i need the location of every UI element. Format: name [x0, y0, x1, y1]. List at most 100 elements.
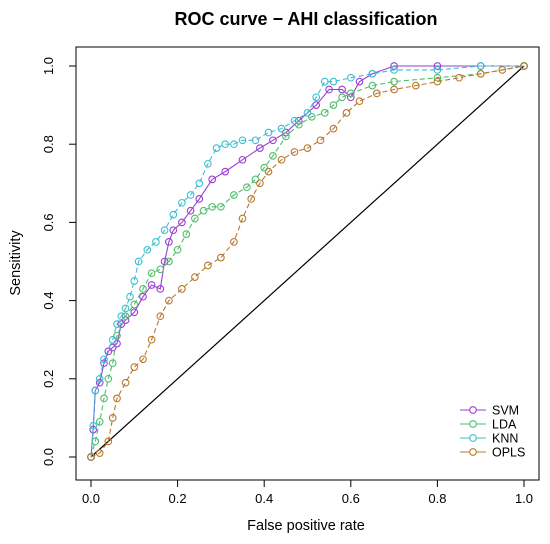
data-point: [372, 89, 381, 98]
legend-label: OPLS: [492, 446, 525, 460]
data-point: [169, 226, 178, 235]
data-point: [108, 414, 117, 422]
data-point: [165, 238, 173, 246]
data-point: [147, 281, 156, 289]
data-point: [117, 320, 126, 328]
data-point: [230, 140, 238, 149]
x-tick-label: 0.6: [342, 491, 360, 506]
data-point: [108, 359, 117, 368]
data-point: [455, 73, 463, 82]
data-point: [160, 226, 169, 235]
diagonal-reference-line: [90, 65, 525, 458]
x-tick-label: 0.8: [428, 491, 446, 506]
data-point: [199, 206, 208, 215]
data-point: [104, 437, 113, 446]
data-point: [251, 136, 260, 145]
data-point: [346, 89, 355, 98]
series-line: [90, 65, 524, 458]
data-point: [390, 62, 398, 70]
data-point: [303, 109, 312, 117]
legend-item: SVM: [460, 404, 519, 418]
data-point: [433, 77, 442, 86]
data-point: [269, 136, 277, 145]
data-point: [312, 93, 321, 102]
data-point: [338, 93, 346, 102]
data-point: [143, 245, 152, 254]
data-point: [256, 179, 264, 188]
data-point: [178, 198, 186, 207]
data-point: [221, 167, 230, 176]
data-point: [243, 183, 251, 192]
y-tick-label: 1.0: [41, 57, 56, 75]
x-tick-label: 1.0: [515, 491, 533, 506]
y-tick-label: 0.8: [41, 135, 56, 153]
data-point: [121, 304, 130, 313]
data-point: [217, 253, 225, 262]
y-axis-label: Sensitivity: [8, 230, 24, 296]
data-point: [338, 85, 346, 94]
x-axis: 0.0 0.2 0.4 0.6 0.8 1.0: [82, 479, 533, 506]
data-point: [230, 238, 238, 246]
data-point: [195, 195, 204, 203]
data-point: [355, 97, 364, 106]
data-point: [390, 77, 398, 86]
data-point: [186, 191, 195, 199]
series-opls: [87, 62, 528, 461]
data-point: [312, 101, 321, 109]
data-point: [100, 355, 108, 364]
data-point: [89, 421, 98, 430]
data-point: [165, 296, 173, 305]
data-point: [91, 386, 100, 395]
data-point: [346, 73, 355, 82]
data-point: [230, 191, 238, 199]
data-point: [277, 155, 286, 164]
data-point: [355, 77, 364, 86]
data-point: [156, 265, 165, 274]
data-point: [134, 257, 143, 266]
data-point: [238, 155, 247, 164]
data-point: [329, 124, 338, 133]
data-point: [117, 312, 126, 321]
x-tick-label: 0.0: [82, 491, 100, 506]
data-point: [269, 152, 277, 160]
data-point: [238, 136, 247, 145]
legend-label: LDA: [492, 418, 517, 432]
series-line: [90, 65, 524, 458]
y-axis: 0.0 0.2 0.4 0.6 0.8 1.0: [41, 57, 77, 466]
data-point: [139, 292, 147, 301]
data-point: [498, 66, 507, 74]
data-point: [325, 85, 333, 94]
data-point: [95, 378, 104, 387]
data-point: [100, 394, 108, 403]
legend-item: OPLS: [460, 446, 525, 460]
legend-label: KNN: [492, 432, 518, 446]
data-point: [191, 214, 199, 223]
legend-marker: [469, 406, 477, 414]
legend-item: LDA: [460, 418, 517, 432]
data-point: [264, 167, 273, 176]
data-point: [208, 175, 217, 184]
data-point: [178, 285, 186, 293]
data-point: [130, 300, 139, 309]
data-point: [329, 77, 338, 86]
data-point: [152, 238, 160, 246]
data-point: [173, 245, 182, 254]
data-point: [95, 374, 104, 383]
series-line: [90, 65, 525, 458]
y-tick-label: 0.0: [41, 448, 56, 466]
data-point: [329, 101, 338, 109]
data-point: [247, 195, 256, 203]
data-point: [212, 144, 221, 152]
data-point: [147, 269, 156, 278]
data-point: [290, 116, 299, 125]
data-point: [433, 73, 442, 82]
data-point: [104, 374, 113, 383]
data-point: [221, 140, 230, 149]
data-point: [113, 320, 121, 328]
data-point: [264, 128, 273, 137]
data-point: [195, 179, 204, 188]
data-point: [251, 175, 260, 184]
legend-marker: [469, 420, 477, 428]
data-point: [91, 437, 100, 446]
